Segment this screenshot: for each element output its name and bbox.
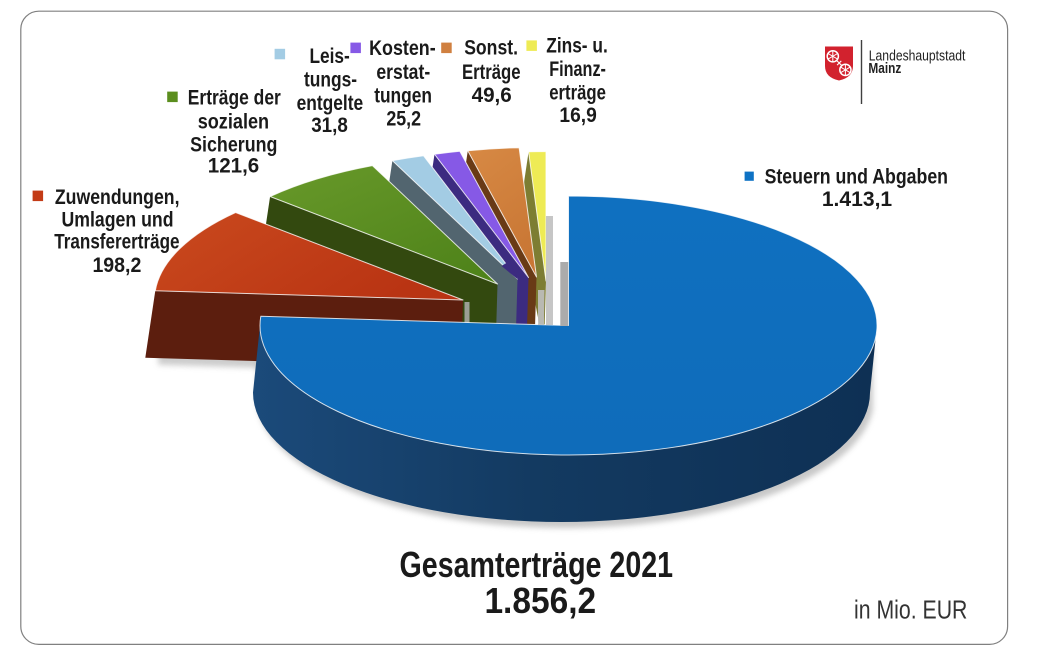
svg-text:Gesamterträge 2021: Gesamterträge 2021 xyxy=(400,544,674,585)
svg-text:1.413,1: 1.413,1 xyxy=(822,187,892,211)
svg-text:Erträge der: Erträge der xyxy=(188,86,282,110)
svg-text:Zins- u.: Zins- u. xyxy=(546,34,608,58)
svg-text:1.856,2: 1.856,2 xyxy=(484,580,596,621)
svg-text:entgelte: entgelte xyxy=(297,91,364,115)
svg-text:Mainz: Mainz xyxy=(868,61,901,77)
svg-text:Sicherung: Sicherung xyxy=(190,133,277,157)
svg-text:121,6: 121,6 xyxy=(208,153,260,177)
svg-text:Finanz-: Finanz- xyxy=(549,57,606,81)
svg-text:31,8: 31,8 xyxy=(311,113,348,137)
svg-text:erträge: erträge xyxy=(549,81,606,105)
svg-text:Sonst.: Sonst. xyxy=(464,36,518,60)
svg-text:Transfererträge: Transfererträge xyxy=(54,230,179,254)
svg-text:Landeshauptstadt: Landeshauptstadt xyxy=(869,48,966,64)
svg-text:Zuwendungen,: Zuwendungen, xyxy=(55,185,180,209)
svg-text:16,9: 16,9 xyxy=(559,103,596,127)
svg-text:49,6: 49,6 xyxy=(472,83,512,107)
svg-text:Steuern und Abgaben: Steuern und Abgaben xyxy=(765,165,948,189)
svg-text:198,2: 198,2 xyxy=(92,253,141,277)
svg-text:tungs-: tungs- xyxy=(304,68,357,92)
svg-text:tungen: tungen xyxy=(374,84,432,108)
svg-text:in Mio. EUR: in Mio. EUR xyxy=(854,597,967,625)
svg-text:sozialen: sozialen xyxy=(198,110,269,134)
svg-text:Kosten-: Kosten- xyxy=(369,36,436,60)
svg-text:Leis-: Leis- xyxy=(309,44,349,68)
svg-text:25,2: 25,2 xyxy=(386,107,421,131)
svg-text:erstat-: erstat- xyxy=(376,60,430,84)
svg-text:Erträge: Erträge xyxy=(462,60,521,84)
svg-text:Umlagen und: Umlagen und xyxy=(62,208,174,232)
